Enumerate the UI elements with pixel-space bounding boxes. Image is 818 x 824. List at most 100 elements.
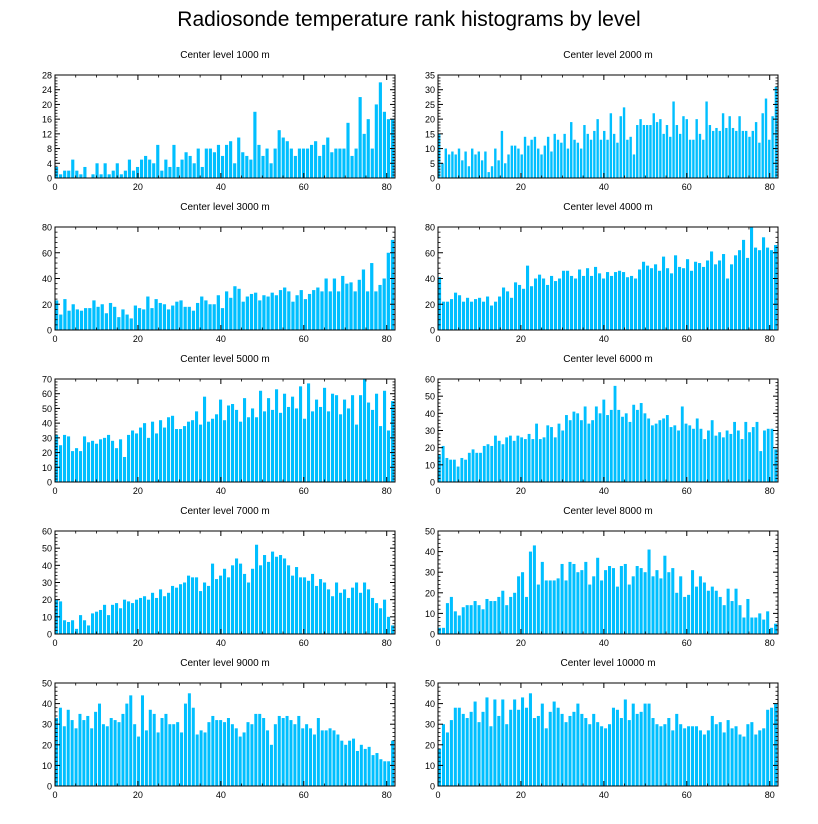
bar: [688, 139, 692, 178]
bar: [262, 718, 266, 786]
bar: [167, 592, 171, 634]
bar: [599, 139, 603, 178]
bar: [87, 442, 91, 482]
bar: [471, 148, 474, 178]
bar: [759, 451, 763, 482]
bar: [758, 613, 762, 634]
bar: [91, 613, 95, 634]
bar: [246, 722, 250, 786]
bar: [249, 159, 253, 178]
bar: [592, 713, 596, 786]
bar: [683, 596, 687, 634]
bar: [188, 155, 192, 178]
bar: [225, 144, 229, 178]
bar: [104, 313, 109, 330]
bar: [119, 174, 123, 178]
bar: [269, 163, 273, 178]
bar: [326, 137, 330, 178]
bar: [263, 411, 267, 482]
bar: [631, 576, 635, 634]
bar: [517, 148, 520, 178]
bar: [695, 119, 698, 178]
bar: [261, 155, 265, 178]
y-tick-label: 40: [425, 409, 435, 419]
bar: [494, 148, 497, 178]
bar: [453, 707, 457, 786]
bar: [504, 163, 507, 178]
bar: [335, 395, 339, 482]
bar: [494, 435, 497, 482]
bar: [378, 284, 382, 330]
y-tick-label: 20: [425, 115, 435, 125]
bar: [164, 159, 168, 178]
bar: [137, 308, 142, 330]
bar: [486, 296, 490, 330]
bar: [303, 418, 307, 482]
bar: [458, 295, 462, 330]
bar: [596, 722, 600, 786]
bar: [370, 148, 374, 178]
bar: [303, 577, 307, 634]
bar: [546, 425, 550, 482]
bar: [441, 163, 444, 178]
x-tick-label: 60: [299, 638, 309, 648]
y-tick-label: 50: [42, 544, 52, 554]
bar: [518, 284, 522, 330]
bar: [526, 265, 530, 331]
bar: [233, 286, 237, 330]
bar: [82, 720, 86, 786]
bar: [191, 420, 195, 482]
bar: [219, 399, 223, 482]
bar: [58, 707, 62, 786]
bar: [199, 424, 203, 482]
bar: [453, 611, 457, 634]
bar: [449, 720, 453, 786]
bar: [154, 299, 158, 330]
bar: [167, 417, 171, 482]
x-tick-label: 40: [216, 182, 226, 192]
bar: [568, 715, 572, 786]
bar: [750, 227, 754, 330]
bar: [487, 172, 490, 178]
bar: [478, 297, 482, 330]
bar: [623, 699, 627, 786]
bar: [736, 430, 740, 482]
bar: [353, 291, 357, 331]
bar: [572, 563, 576, 634]
bar: [714, 264, 718, 330]
bar: [345, 283, 349, 330]
bar: [331, 596, 335, 634]
bar: [742, 736, 746, 786]
bar: [524, 596, 529, 634]
bar: [208, 304, 212, 330]
bar: [572, 711, 576, 786]
bar: [588, 724, 592, 786]
bar: [259, 565, 263, 634]
bar: [168, 724, 172, 786]
bar: [584, 718, 588, 786]
bar: [346, 122, 350, 178]
bar: [295, 567, 299, 634]
bar: [636, 409, 639, 482]
bar: [67, 170, 71, 178]
bar: [287, 291, 291, 331]
bar: [516, 435, 520, 482]
bar: [208, 148, 212, 178]
y-tick-label: 20: [42, 448, 52, 458]
y-tick-label: 70: [42, 375, 52, 385]
bar: [367, 746, 371, 786]
bar: [669, 136, 672, 178]
bar: [456, 466, 460, 482]
bar: [718, 596, 722, 634]
bar: [192, 163, 196, 178]
bar: [461, 607, 465, 634]
bar: [449, 596, 453, 634]
bar: [771, 116, 774, 178]
bar: [107, 434, 111, 482]
bar: [645, 125, 649, 178]
y-tick-label: 40: [42, 419, 52, 429]
bar: [540, 154, 543, 178]
bar: [654, 264, 658, 330]
bar: [229, 141, 233, 178]
bar: [461, 713, 465, 786]
